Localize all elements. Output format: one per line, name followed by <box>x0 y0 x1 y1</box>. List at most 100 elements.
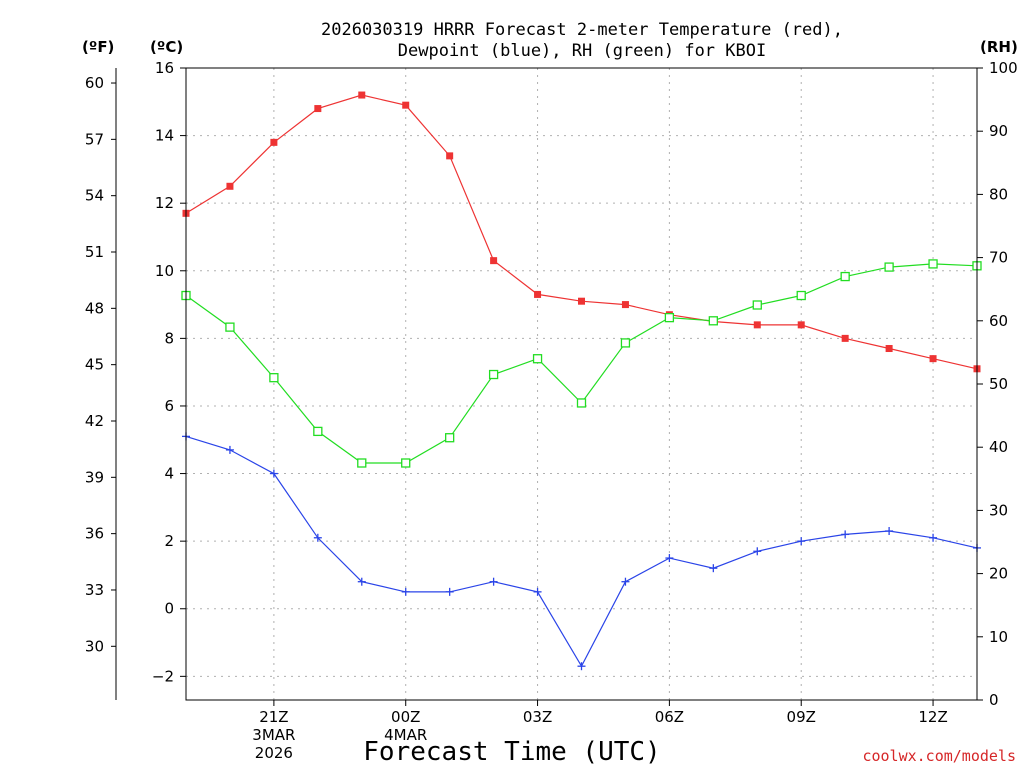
rh-point <box>269 373 279 383</box>
rh-tick-label: 70 <box>989 249 1008 267</box>
rh-tick-label: 40 <box>989 438 1008 456</box>
celsius-tick-label: 16 <box>155 59 174 77</box>
title-line-2: Dewpoint (blue), RH (green) for KBOI <box>398 41 766 61</box>
rh-line <box>185 263 978 464</box>
rh-point <box>401 458 411 468</box>
celsius-tick-label: 10 <box>155 262 174 280</box>
rh-point <box>884 262 894 272</box>
rh-point <box>928 259 938 269</box>
temperature-point <box>885 345 893 353</box>
rh-point <box>840 271 850 282</box>
fahrenheit-tick-label: 36 <box>85 525 104 543</box>
plot-frame <box>185 67 978 701</box>
rh-tick-label: 80 <box>989 185 1008 203</box>
dewpoint-series <box>182 432 981 671</box>
fahrenheit-tick-label: 54 <box>85 187 104 205</box>
rh-point <box>796 290 806 301</box>
celsius-tick-label: 4 <box>164 465 174 483</box>
dewpoint-point <box>841 530 850 539</box>
temperature-point <box>534 290 542 298</box>
fahrenheit-tick-label: 39 <box>85 468 104 486</box>
rh-unit-label: (RH) <box>980 38 1018 56</box>
temperature-point <box>358 91 366 99</box>
rh-point <box>532 354 543 364</box>
fahrenheit-tick-label: 30 <box>85 637 104 655</box>
fahrenheit-tick-label: 45 <box>85 356 104 374</box>
rh-tick-label: 20 <box>989 565 1008 583</box>
fahrenheit-tick-label: 60 <box>85 74 104 92</box>
celsius-tick-label: 14 <box>155 127 174 145</box>
temperature-point <box>270 138 278 146</box>
rh-point <box>225 322 235 332</box>
dewpoint-point <box>489 577 498 586</box>
fahrenheit-unit-label: (ºF) <box>82 38 114 56</box>
dewpoint-point <box>225 445 234 454</box>
rh-point <box>445 433 455 443</box>
dewpoint-point <box>665 554 674 563</box>
dewpoint-point <box>269 469 278 478</box>
rh-tick-label: 60 <box>989 312 1008 330</box>
x-tick-label: 21Z <box>259 708 288 726</box>
celsius-tick-label: 6 <box>164 397 174 415</box>
rh-point <box>620 338 631 348</box>
rh-point <box>313 426 323 437</box>
celsius-tick-label: −2 <box>152 667 174 685</box>
fahrenheit-tick-label: 33 <box>85 581 104 599</box>
dewpoint-line <box>185 435 978 668</box>
rh-point <box>488 369 499 380</box>
temperature-point <box>314 105 322 113</box>
axes-layer: 60575451484542393633301614121086420−2100… <box>85 59 1018 762</box>
rh-point <box>664 312 675 323</box>
rh-point <box>708 316 718 326</box>
rh-point <box>752 300 762 310</box>
x-tick-label: 12Z <box>918 708 947 726</box>
temperature-point <box>578 297 585 305</box>
fahrenheit-tick-label: 48 <box>85 299 104 317</box>
series-layer <box>181 91 982 671</box>
x-tick-label: 09Z <box>787 708 816 726</box>
dewpoint-point <box>533 587 542 596</box>
fahrenheit-tick-label: 57 <box>85 130 104 148</box>
fahrenheit-tick-label: 42 <box>85 412 104 430</box>
x-tick-label: 03Z <box>523 708 552 726</box>
rh-tick-label: 0 <box>989 691 999 709</box>
rh-series <box>181 259 982 468</box>
x-axis-title: Forecast Time (UTC) <box>363 737 660 767</box>
celsius-tick-label: 0 <box>164 600 174 618</box>
dewpoint-point <box>885 527 894 536</box>
dewpoint-point <box>621 577 630 586</box>
celsius-tick-label: 12 <box>155 194 174 212</box>
dewpoint-point <box>313 533 322 542</box>
credit-text: coolwx.com/models <box>862 747 1016 765</box>
rh-tick-label: 30 <box>989 501 1008 519</box>
temperature-point <box>402 101 410 109</box>
celsius-tick-label: 2 <box>164 532 174 550</box>
dewpoint-point <box>709 564 718 573</box>
temperature-point <box>621 301 629 309</box>
dewpoint-point <box>401 587 410 596</box>
x-tick-label: 00Z <box>391 708 420 726</box>
celsius-tick-label: 8 <box>164 329 174 347</box>
celsius-unit-label: (ºC) <box>150 38 183 56</box>
fahrenheit-tick-label: 51 <box>85 243 104 261</box>
temperature-series <box>182 91 981 373</box>
temperature-point <box>929 355 937 363</box>
rh-point <box>357 458 367 468</box>
rh-tick-label: 100 <box>989 59 1018 77</box>
temperature-point <box>753 321 761 329</box>
temperature-point <box>446 152 454 160</box>
x-tick-label: 06Z <box>655 708 684 726</box>
chart-title: 2026030319 HRRR Forecast 2-meter Tempera… <box>321 20 843 61</box>
temperature-point <box>226 182 234 190</box>
dewpoint-point <box>357 577 366 586</box>
rh-tick-label: 10 <box>989 628 1008 646</box>
temperature-point <box>841 334 849 342</box>
dewpoint-point <box>753 547 762 556</box>
dewpoint-point <box>445 587 454 596</box>
temperature-point <box>797 321 805 329</box>
x-tick-label: 4MAR <box>384 726 427 744</box>
dewpoint-point <box>577 662 586 671</box>
dewpoint-point <box>797 537 806 546</box>
title-line-1: 2026030319 HRRR Forecast 2-meter Tempera… <box>321 20 843 40</box>
